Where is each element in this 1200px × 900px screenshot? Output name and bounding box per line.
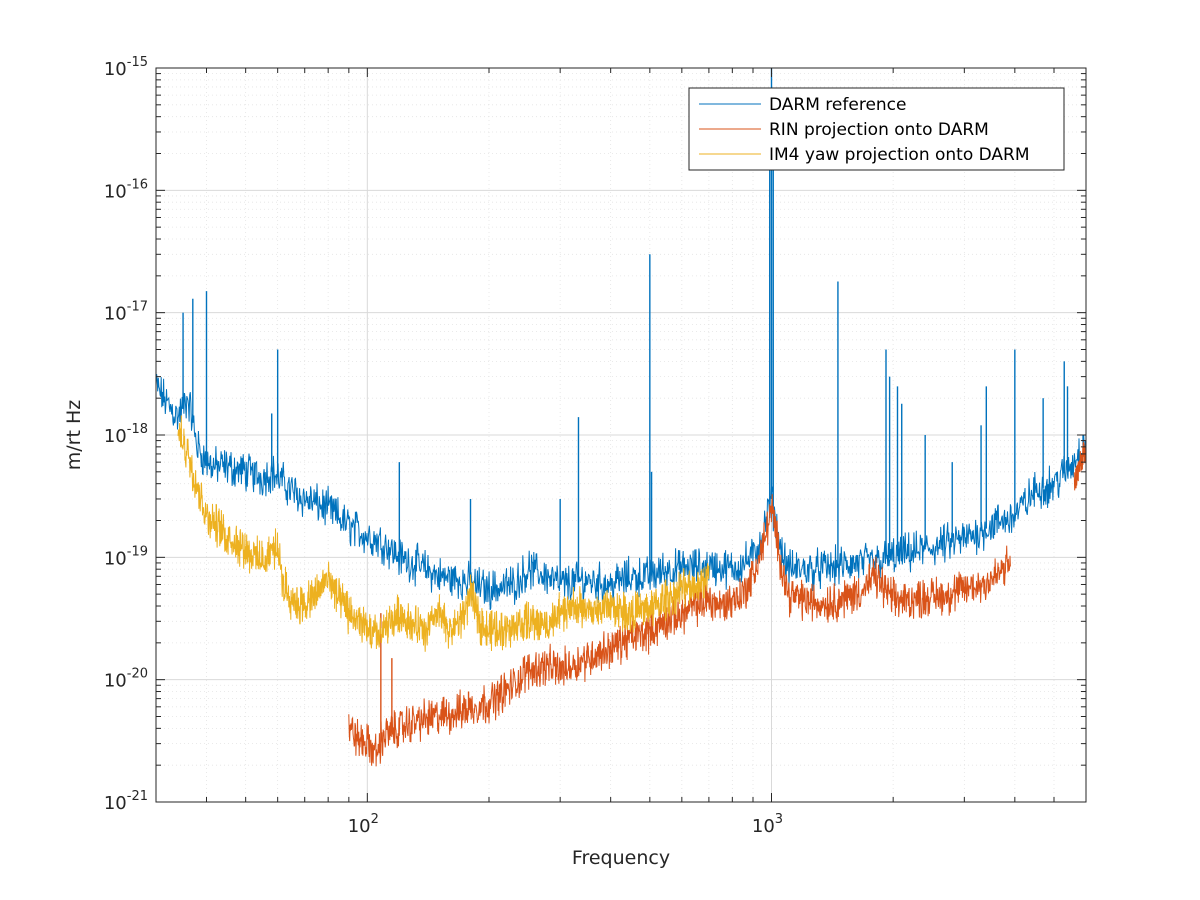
- x-tick-label-base: 10: [348, 816, 371, 837]
- y-tick-label-base: 10: [104, 59, 127, 80]
- y-tick-label: 10-20: [104, 667, 148, 692]
- y-tick-label-exponent: -17: [127, 300, 148, 315]
- x-tick-label-exponent: 3: [775, 812, 783, 827]
- series-line-1: [348, 494, 1011, 767]
- x-tick-labels: 102 103: [348, 812, 783, 837]
- series-line-2: [177, 415, 710, 652]
- series-tail-1: [1073, 441, 1086, 491]
- y-tick-label-exponent: -21: [127, 789, 148, 804]
- y-tick-label: 10-21: [104, 789, 148, 814]
- y-tick-label-base: 10: [104, 426, 127, 447]
- legend: DARM reference RIN projection onto DARM IM…: [688, 87, 1065, 171]
- y-tick-label-base: 10: [104, 181, 127, 202]
- series-line-0: [156, 374, 1086, 611]
- y-tick-label-exponent: -19: [127, 544, 148, 559]
- legend-label: IM4 yaw projection onto DARM: [769, 145, 1030, 165]
- y-tick-label: 10-15: [104, 55, 148, 80]
- y-tick-label-exponent: -20: [127, 667, 148, 682]
- y-tick-label-base: 10: [104, 671, 127, 692]
- y-tick-label-exponent: -16: [127, 177, 148, 192]
- y-tick-label-exponent: -15: [127, 55, 148, 70]
- x-axis-label: Frequency: [572, 847, 670, 869]
- legend-label: DARM reference: [769, 95, 906, 115]
- y-tick-label-base: 10: [104, 304, 127, 325]
- y-axis-label: m/rt Hz: [63, 400, 85, 470]
- y-tick-label: 10-19: [104, 544, 148, 569]
- y-tick-label-exponent: -18: [127, 422, 148, 437]
- y-tick-label-base: 10: [104, 793, 127, 814]
- y-tick-label: 10-16: [104, 177, 148, 202]
- x-tick-label-exponent: 2: [371, 812, 379, 827]
- tick-marks: [155, 67, 1087, 803]
- y-tick-label: 10-18: [104, 422, 148, 447]
- x-tick-label-base: 10: [752, 816, 775, 837]
- legend-label: RIN projection onto DARM: [769, 120, 989, 140]
- x-tick-label: 102: [348, 812, 379, 837]
- x-tick-label: 103: [752, 812, 783, 837]
- y-tick-label-base: 10: [104, 548, 127, 569]
- y-tick-label: 10-17: [104, 300, 148, 325]
